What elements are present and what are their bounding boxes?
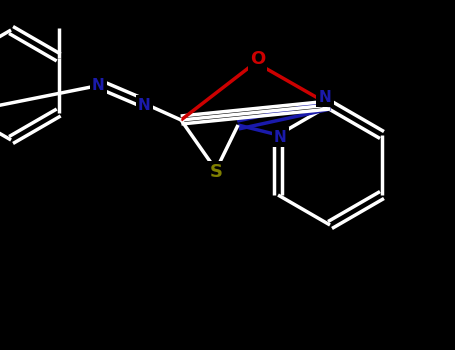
Text: N: N bbox=[91, 77, 104, 92]
Text: O: O bbox=[250, 50, 265, 69]
Text: N: N bbox=[273, 130, 286, 145]
Text: S: S bbox=[210, 163, 222, 181]
Text: N: N bbox=[318, 90, 331, 105]
Text: N: N bbox=[138, 98, 151, 112]
